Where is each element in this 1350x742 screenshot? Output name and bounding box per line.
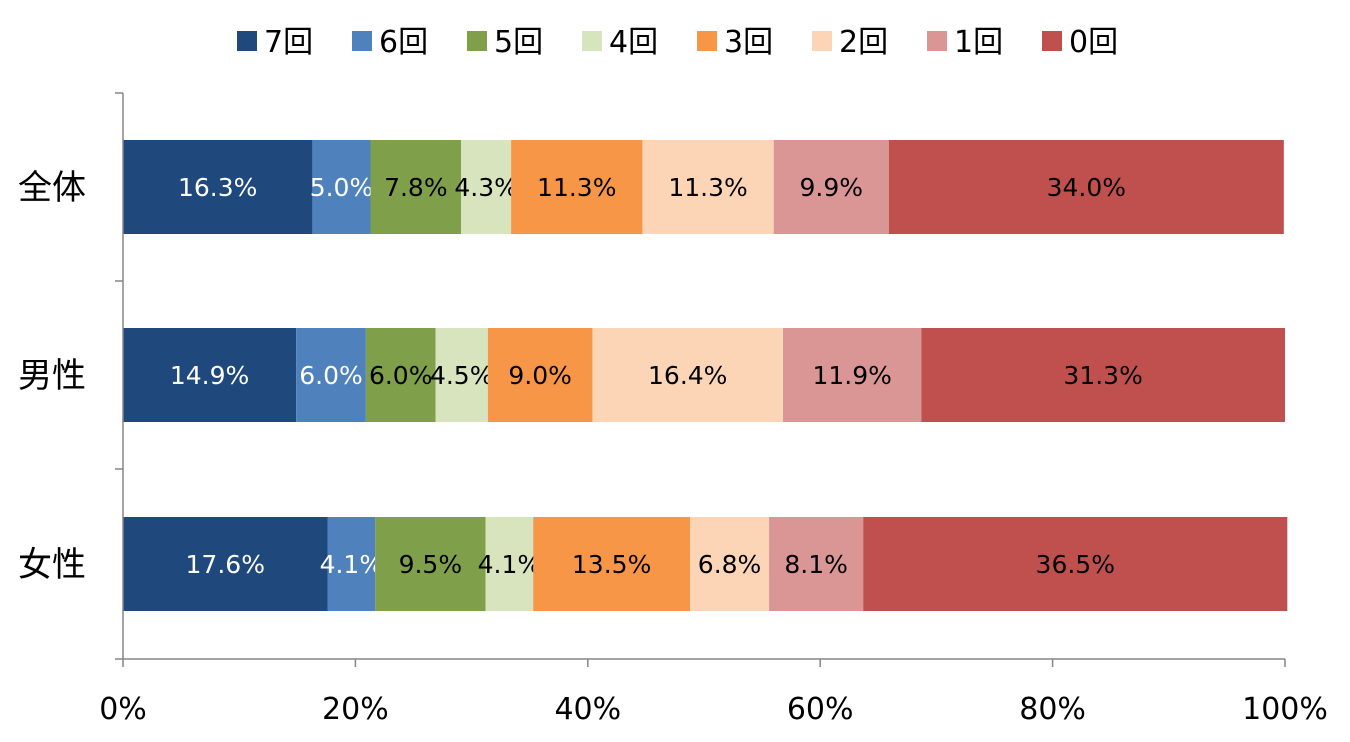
- bar-segment-3-5: [533, 517, 691, 611]
- legend-label-5: 3回: [724, 25, 773, 60]
- data-label-3-1: 17.6%: [186, 550, 265, 579]
- data-label-3-4: 4.1%: [478, 550, 542, 579]
- data-label-2-4: 4.5%: [430, 361, 494, 390]
- category-label-3: 女性: [18, 545, 86, 585]
- legend-label-6: 2回: [839, 25, 888, 60]
- data-label-2-3: 6.0%: [369, 361, 433, 390]
- bar-segment-3-2: [327, 517, 376, 611]
- data-label-3-6: 6.8%: [698, 550, 762, 579]
- category-label-1: 全体: [18, 168, 86, 208]
- legend-swatch-1: [237, 31, 257, 51]
- bar-segment-3-7: [769, 517, 864, 611]
- legend-label-2: 6回: [379, 25, 428, 60]
- data-label-1-1: 16.3%: [178, 173, 257, 202]
- chart-legend: 7回 6回 5回 4回 3回 2回 1回 0回: [237, 25, 1118, 60]
- legend-swatch-8: [1042, 31, 1062, 51]
- bar-segment-1-5: [511, 140, 643, 234]
- bar-segment-2-5: [487, 328, 593, 422]
- data-label-2-7: 11.9%: [812, 361, 891, 390]
- data-label-1-8: 34.0%: [1047, 173, 1126, 202]
- data-label-2-1: 14.9%: [170, 361, 249, 390]
- bar-segment-3-3: [375, 517, 486, 611]
- bar-segment-1-6: [642, 140, 774, 234]
- data-label-2-2: 6.0%: [299, 361, 363, 390]
- data-label-3-5: 13.5%: [572, 550, 651, 579]
- chart-bars: 16.3% 5.0% 7.8% 4.3% 11.3% 11.3% 9.9% 34.0% 14.9…: [123, 140, 1288, 611]
- bar-segment-2-4: [435, 328, 488, 422]
- category-label-2: 男性: [18, 356, 86, 396]
- bar-segment-1-3: [370, 140, 462, 234]
- data-label-2-6: 16.4%: [648, 361, 727, 390]
- bar-segment-1-1: [123, 140, 313, 234]
- legend-swatch-3: [467, 31, 487, 51]
- data-label-1-4: 4.3%: [454, 173, 518, 202]
- bar-segment-2-6: [592, 328, 784, 422]
- data-label-2-5: 9.0%: [508, 361, 572, 390]
- x-tick-label-6: 100%: [1242, 692, 1328, 727]
- data-label-3-8: 36.5%: [1036, 550, 1115, 579]
- data-label-1-7: 9.9%: [799, 173, 863, 202]
- legend-swatch-6: [812, 31, 832, 51]
- bar-segment-1-8: [888, 140, 1284, 234]
- bar-segment-1-7: [773, 140, 889, 234]
- x-tick-label-1: 0%: [99, 692, 147, 727]
- bar-segment-3-6: [690, 517, 770, 611]
- bar-segment-2-8: [921, 328, 1285, 422]
- data-label-3-3: 9.5%: [399, 550, 463, 579]
- bar-segment-2-1: [123, 328, 297, 422]
- bar-segment-3-4: [485, 517, 534, 611]
- legend-swatch-4: [582, 31, 602, 51]
- x-tick-label-5: 80%: [1019, 692, 1086, 727]
- bar-segment-2-3: [365, 328, 436, 422]
- data-label-1-5: 11.3%: [537, 173, 616, 202]
- bar-segment-1-2: [312, 140, 371, 234]
- bar-segment-2-7: [783, 328, 922, 422]
- x-tick-label-4: 60%: [787, 692, 854, 727]
- legend-swatch-5: [697, 31, 717, 51]
- x-tick-label-2: 20%: [322, 692, 389, 727]
- bar-segment-1-4: [461, 140, 512, 234]
- data-label-1-2: 5.0%: [310, 173, 374, 202]
- data-label-1-6: 11.3%: [668, 173, 747, 202]
- bar-segment-3-8: [863, 517, 1288, 611]
- bar-segment-2-2: [296, 328, 366, 422]
- legend-label-8: 0回: [1069, 25, 1118, 60]
- legend-label-7: 1回: [954, 25, 1003, 60]
- legend-label-1: 7回: [264, 25, 313, 60]
- data-label-3-2: 4.1%: [320, 550, 384, 579]
- data-label-3-7: 8.1%: [784, 550, 848, 579]
- data-label-2-8: 31.3%: [1063, 361, 1142, 390]
- data-label-1-3: 7.8%: [384, 173, 448, 202]
- legend-swatch-7: [927, 31, 947, 51]
- legend-label-3: 5回: [494, 25, 543, 60]
- x-tick-label-3: 40%: [554, 692, 621, 727]
- bar-segment-3-1: [123, 517, 328, 611]
- legend-swatch-2: [352, 31, 372, 51]
- legend-label-4: 4回: [609, 25, 658, 60]
